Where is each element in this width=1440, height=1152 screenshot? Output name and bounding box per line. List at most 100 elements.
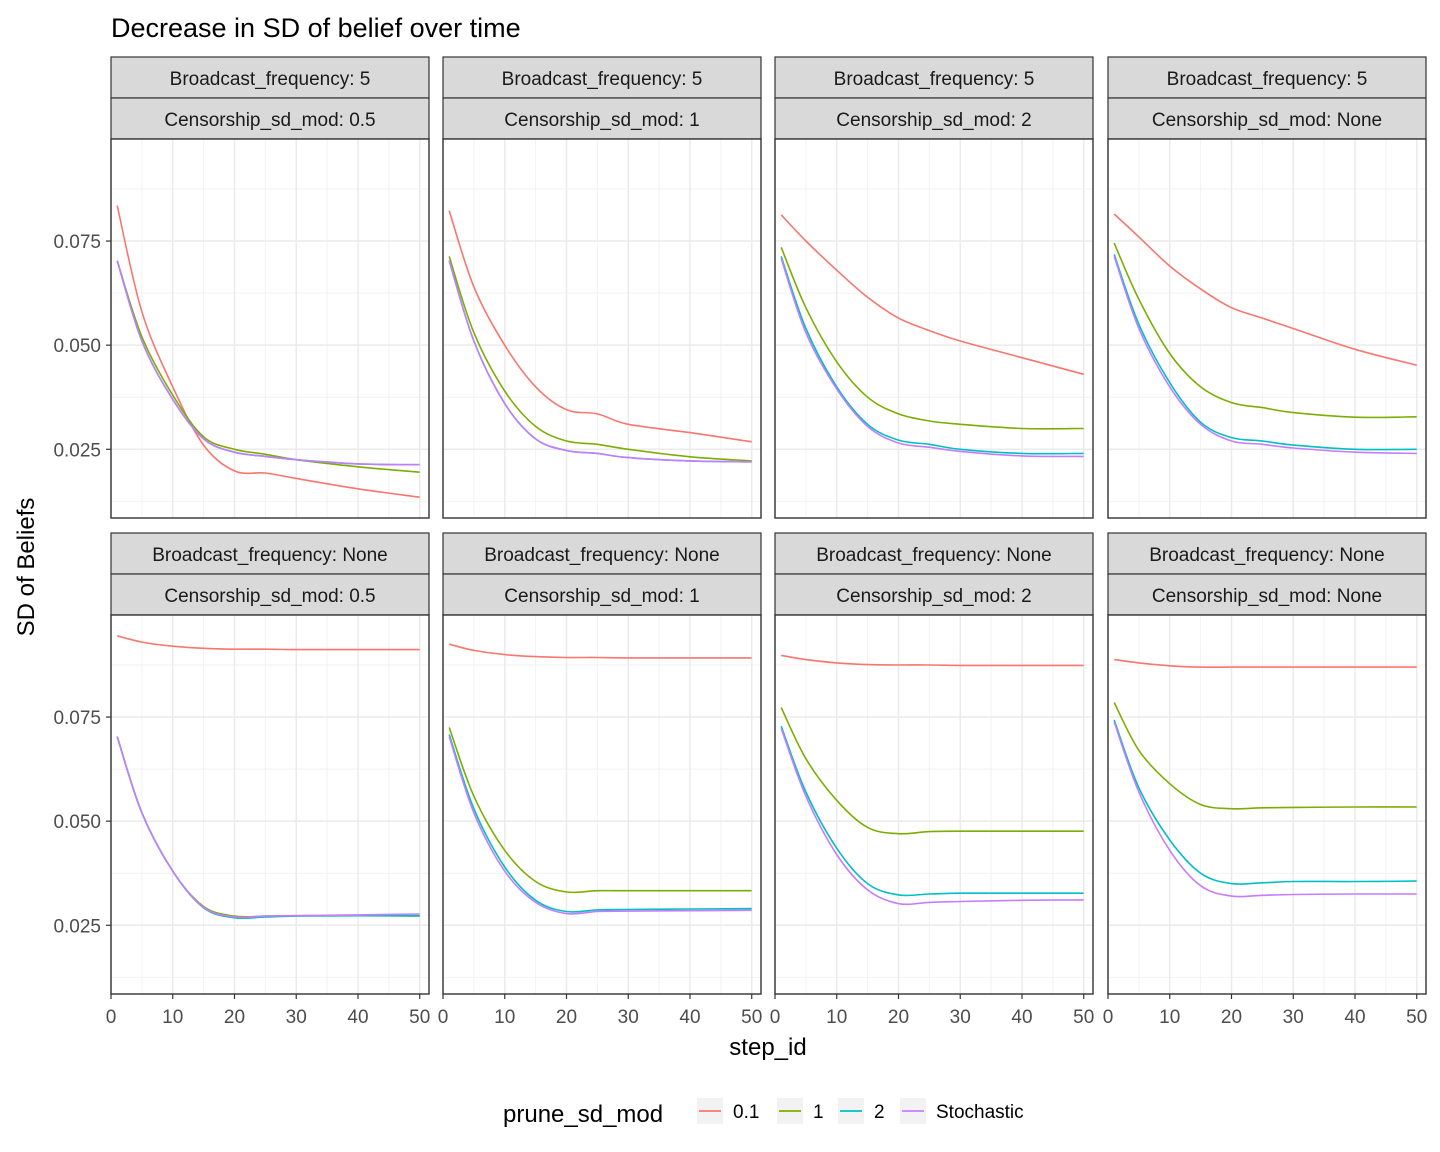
- series-line-0.1: [781, 654, 1084, 667]
- strip-broadcast-label: Broadcast_frequency: None: [152, 545, 388, 566]
- strip-broadcast-label: Broadcast_frequency: 5: [170, 69, 371, 90]
- series-line-1: [780, 246, 1084, 430]
- strip-broadcast-label: Broadcast_frequency: None: [1149, 545, 1385, 566]
- panel-border: [1107, 614, 1427, 995]
- facet-strip: [774, 573, 1094, 616]
- x-axis-label: step_id: [729, 1034, 806, 1061]
- x-tick-label: 10: [494, 1007, 515, 1028]
- facet-strip: [774, 532, 1094, 575]
- strip-censorship-label: Censorship_sd_mod: None: [1152, 110, 1382, 131]
- strip-broadcast-label: Broadcast_frequency: None: [484, 545, 720, 566]
- facet-panel: Broadcast_frequency: 5 Censorship_sd_mod:…: [774, 56, 1094, 519]
- series-line-0.1: [449, 643, 752, 659]
- strip-censorship-label: Censorship_sd_mod: 0.5: [164, 586, 375, 607]
- legend: prune_sd_mod 0.1 1 2 Stochastic: [503, 1098, 1024, 1128]
- x-tick-label: 20: [556, 1007, 577, 1028]
- x-tick-label: 0: [106, 1007, 117, 1028]
- facet-strip: [442, 56, 762, 99]
- series-line-0.1: [448, 210, 752, 443]
- facet-panel: Broadcast_frequency: None Censorship_sd_m…: [53, 532, 430, 1028]
- legend-label: 2: [874, 1102, 885, 1123]
- y-tick-label: 0.075: [53, 232, 101, 253]
- facet-strip: [1107, 56, 1427, 99]
- panel-background: [111, 139, 429, 518]
- series-line-0.1: [1114, 658, 1417, 668]
- x-tick-label: 50: [1073, 1007, 1094, 1028]
- series-line-1: [448, 256, 752, 462]
- strip-broadcast-label: Broadcast_frequency: 5: [1167, 69, 1368, 90]
- x-tick-label: 20: [888, 1007, 909, 1028]
- x-tick-label: 40: [1344, 1007, 1365, 1028]
- y-tick-label: 0.025: [53, 916, 101, 937]
- x-tick-label: 20: [224, 1007, 245, 1028]
- series-line-2: [448, 734, 752, 913]
- series-line-stochastic: [780, 258, 1084, 458]
- x-tick-label: 40: [347, 1007, 368, 1028]
- panel-border: [774, 614, 1094, 995]
- facet-strip: [110, 532, 430, 575]
- series-line-2: [780, 725, 1084, 897]
- y-axis-label: SD of Beliefs: [13, 498, 40, 637]
- y-tick-label: 0.025: [53, 440, 101, 461]
- panel-background: [111, 615, 429, 994]
- series-line-stochastic: [116, 260, 420, 466]
- facet-strip: [442, 573, 762, 616]
- panel-background: [775, 615, 1093, 994]
- strip-censorship-label: Censorship_sd_mod: 2: [836, 586, 1031, 607]
- panel-background: [775, 139, 1093, 518]
- panel-border: [1107, 138, 1427, 519]
- facet-strip: [110, 97, 430, 140]
- series-line-2: [1113, 254, 1417, 451]
- strip-censorship-label: Censorship_sd_mod: None: [1152, 586, 1382, 607]
- x-tick-label: 30: [1283, 1007, 1304, 1028]
- series-line-2: [1113, 719, 1417, 885]
- legend-title: prune_sd_mod: [503, 1101, 663, 1128]
- series-line-stochastic: [780, 728, 1084, 906]
- series-line-2: [780, 256, 1084, 455]
- series-line-1: [116, 260, 420, 473]
- facet-panels: Broadcast_frequency: 5 Censorship_sd_mod:…: [53, 56, 1427, 1028]
- strip-broadcast-label: Broadcast_frequency: 5: [834, 69, 1035, 90]
- facet-panel: Broadcast_frequency: 5 Censorship_sd_mod:…: [53, 56, 430, 519]
- series-line-0.1: [780, 214, 1084, 376]
- series-line-0.1: [116, 205, 420, 498]
- legend-label: 1: [813, 1102, 824, 1123]
- panel-border: [442, 614, 762, 995]
- strip-broadcast-label: Broadcast_frequency: None: [816, 545, 1052, 566]
- panel-border: [442, 138, 762, 519]
- series-line-0.1: [1113, 213, 1417, 366]
- legend-label: 0.1: [733, 1102, 759, 1123]
- series-line-stochastic: [1113, 721, 1417, 898]
- x-tick-label: 0: [1103, 1007, 1114, 1028]
- series-line-stochastic: [1113, 256, 1417, 455]
- x-tick-label: 50: [741, 1007, 762, 1028]
- x-tick-label: 50: [1406, 1007, 1427, 1028]
- facet-strip: [442, 97, 762, 140]
- facet-strip: [1107, 573, 1427, 616]
- panel-border: [110, 138, 430, 519]
- strip-censorship-label: Censorship_sd_mod: 2: [836, 110, 1031, 131]
- facet-panel: Broadcast_frequency: None Censorship_sd_m…: [438, 532, 762, 1028]
- y-tick-label: 0.075: [53, 708, 101, 729]
- series-line-0.1: [116, 635, 420, 651]
- x-tick-label: 30: [618, 1007, 639, 1028]
- series-line-1: [780, 707, 1084, 835]
- x-tick-label: 10: [826, 1007, 847, 1028]
- facet-panel: Broadcast_frequency: None Censorship_sd_m…: [770, 532, 1094, 1028]
- facet-strip: [774, 56, 1094, 99]
- x-tick-label: 10: [162, 1007, 183, 1028]
- panel-background: [1108, 139, 1426, 518]
- x-tick-label: 40: [679, 1007, 700, 1028]
- panel-background: [1108, 615, 1426, 994]
- strip-broadcast-label: Broadcast_frequency: 5: [502, 69, 703, 90]
- facet-strip: [774, 97, 1094, 140]
- facet-panel: Broadcast_frequency: 5 Censorship_sd_mod:…: [1107, 56, 1427, 519]
- series-line-1: [448, 727, 752, 894]
- series-line-stochastic: [116, 736, 420, 919]
- series-line-stochastic: [448, 736, 752, 915]
- facet-strip: [1107, 97, 1427, 140]
- x-tick-label: 30: [950, 1007, 971, 1028]
- x-tick-label: 10: [1159, 1007, 1180, 1028]
- panel-border: [774, 138, 1094, 519]
